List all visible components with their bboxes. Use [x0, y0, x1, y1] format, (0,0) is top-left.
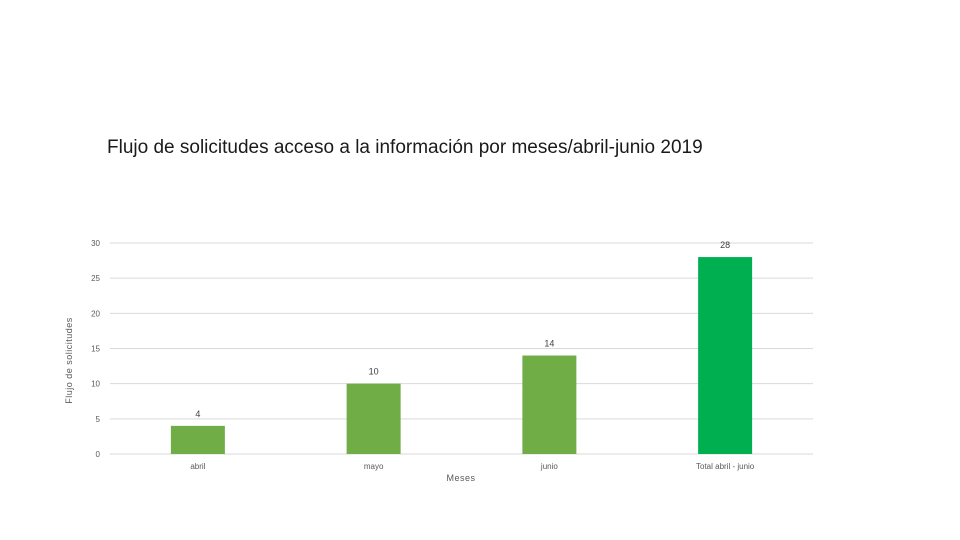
bar — [522, 355, 577, 454]
x-tick-label: Total abril - junio — [696, 462, 755, 471]
y-tick-label: 20 — [91, 309, 100, 318]
x-tick-label: mayo — [364, 462, 384, 471]
gridlines — [110, 242, 813, 455]
data-label: 14 — [544, 339, 554, 349]
data-label: 28 — [720, 240, 730, 250]
x-tick-label: abril — [190, 462, 205, 471]
bar — [346, 383, 401, 454]
y-tick-label: 10 — [91, 380, 100, 389]
chart-title: Flujo de solicitudes acceso a la informa… — [107, 137, 703, 158]
y-tick-label: 5 — [96, 415, 101, 424]
y-tick-label: 25 — [91, 274, 100, 283]
data-labels: 4 10 14 28 — [195, 240, 730, 419]
bar — [698, 257, 753, 454]
x-axis-title: Meses — [446, 473, 475, 483]
y-tick-label: 30 — [91, 239, 100, 248]
y-tick-label: 0 — [96, 450, 101, 459]
x-axis-ticks: abril mayo junio Total abril - junio — [190, 462, 754, 471]
y-axis-title: Flujo de solicitudes — [64, 317, 74, 404]
y-axis-ticks: 0 5 10 15 20 25 30 — [91, 239, 100, 459]
data-label: 10 — [369, 367, 379, 377]
x-tick-label: junio — [540, 462, 558, 471]
bars — [170, 257, 753, 454]
data-label: 4 — [195, 409, 200, 419]
y-tick-label: 15 — [91, 345, 100, 354]
bar — [170, 425, 225, 454]
